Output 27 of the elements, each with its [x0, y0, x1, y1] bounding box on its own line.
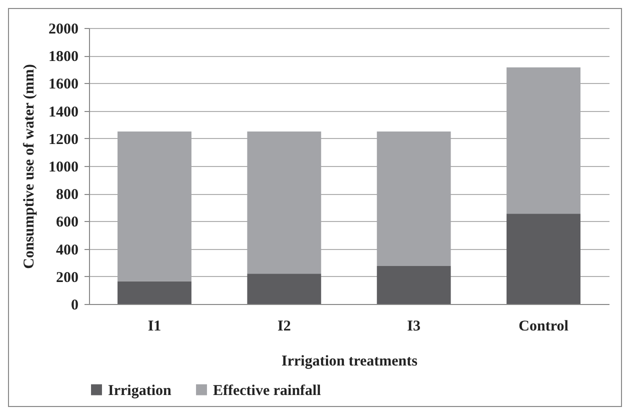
y-axis-title: Consumptive use of water (mm)	[22, 64, 38, 269]
y-tick-label: 1600	[48, 76, 78, 93]
bar	[118, 132, 192, 282]
bar	[247, 274, 322, 304]
bar	[376, 132, 451, 266]
y-tick-label: 800	[56, 187, 78, 204]
y-tick-label: 600	[56, 214, 78, 231]
y-tick-label: 1400	[48, 104, 78, 120]
y-tick-label: 1200	[48, 132, 78, 148]
x-tick-label: I3	[407, 318, 421, 334]
x-tick-label: Control	[518, 318, 568, 334]
bar	[506, 67, 580, 214]
bar	[376, 266, 451, 304]
bar	[506, 214, 580, 304]
x-axis-title: Irrigation treatments	[282, 354, 418, 370]
legend-label: Irrigation	[108, 382, 172, 399]
y-tick-label: 2000	[48, 22, 78, 38]
y-tick-label: 1800	[48, 49, 78, 66]
y-tick-label: 200	[56, 270, 78, 286]
bar	[118, 281, 192, 304]
legend-label: Effective rainfall	[213, 382, 321, 399]
bar	[247, 132, 322, 274]
y-tick-label: 400	[56, 242, 78, 258]
y-tick-label: 1000	[48, 160, 78, 176]
x-tick-label: I1	[148, 318, 162, 334]
y-tick-label: 0	[71, 298, 78, 314]
x-tick-label: I2	[277, 318, 291, 334]
